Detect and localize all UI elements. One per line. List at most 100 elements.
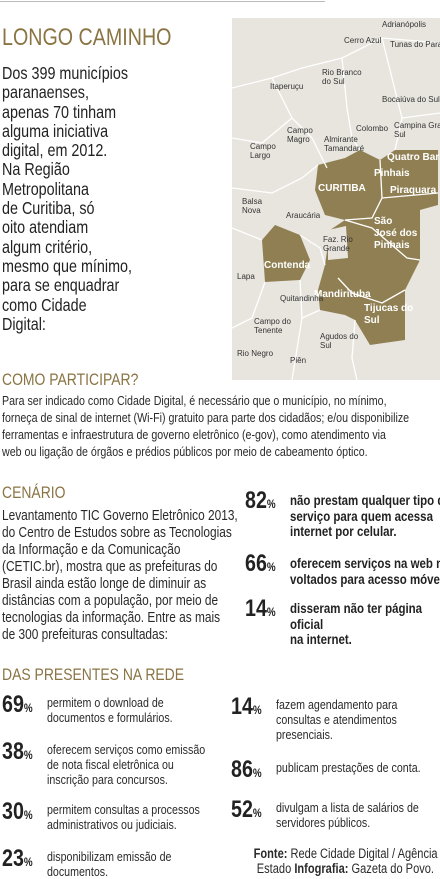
map-label: Faz. Rio: [323, 235, 353, 244]
map-label: Campo: [287, 126, 313, 135]
stat-text: disseram não ter página oficial na interne…: [290, 600, 423, 648]
text-line: voltados para acesso móvel.: [290, 570, 440, 587]
text-line: tecnologias da informação. Entre as mais: [2, 610, 221, 626]
map-label: Nova: [242, 206, 261, 215]
stat-number: 23%: [2, 845, 33, 873]
map-label: Campina Grande do: [394, 121, 440, 130]
stat-text: oferecem serviços na web não voltados par…: [290, 555, 440, 587]
map-label: Lapa: [237, 272, 255, 281]
stat-number: 52%: [231, 796, 262, 824]
stat-unit: %: [23, 701, 33, 715]
stat-unit: %: [252, 703, 262, 717]
map-label: Araucária: [286, 211, 321, 220]
borders: [232, 37, 440, 380]
map-label: Piraquara: [390, 185, 437, 196]
stat-text: publicam prestações de conta.: [276, 760, 421, 775]
stat-unit: %: [23, 748, 33, 762]
map-label: Rio Branco: [322, 68, 362, 77]
map-label: Mandirituba: [314, 289, 371, 300]
map-label: Pinhais: [374, 168, 410, 179]
text-line: algum critério,: [2, 236, 93, 257]
map-label: Tamandaré: [324, 144, 365, 153]
source: Fonte: Rede Cidade Digital / Agência Est…: [253, 846, 438, 876]
map-label: Itaperuçu: [270, 82, 303, 91]
stat-unit: %: [23, 855, 33, 869]
stat-value: 86: [231, 756, 253, 783]
text-line: oferecem serviços como emissão: [47, 742, 206, 757]
text-line: Para ser indicado como Cidade Digital, é…: [2, 393, 387, 408]
text-line: presenciais.: [276, 727, 333, 742]
contenda-region: [262, 225, 310, 282]
text-line: serviço para quem acessa: [290, 507, 433, 524]
stat-unit: %: [266, 605, 276, 619]
text-line: divulgam a lista de salários de: [276, 800, 419, 815]
map-label: Tijucas do: [364, 303, 413, 314]
text-line: permitem o download de: [47, 695, 164, 710]
map-label: Campo: [250, 142, 276, 151]
top-rule: [0, 1, 325, 2]
text-line: permitem consultas a processos: [47, 802, 200, 817]
map-label: José dos: [374, 228, 418, 239]
text-line: alguma iniciativa: [2, 120, 109, 141]
paragraph: Para ser indicado como Cidade Digital, é…: [2, 392, 409, 460]
map-label: Sul: [364, 315, 380, 326]
stat-number: 69%: [2, 691, 33, 719]
map-label: Cerro Azul: [344, 36, 382, 45]
title: LONGO CAMINHO: [2, 24, 172, 51]
stat-value: 69: [2, 691, 24, 718]
stat-number: 82%: [245, 487, 276, 515]
stat-unit: %: [252, 806, 262, 820]
text-line: mesmo que mínimo,: [2, 255, 132, 276]
text-line: digital, em 2012.: [2, 140, 108, 161]
text-line: disseram não ter página: [290, 600, 423, 616]
map-label: Contenda: [264, 260, 311, 271]
map-label: Agudos do: [320, 332, 359, 341]
text-line: documentos e formulários.: [47, 710, 173, 725]
stat-number: 14%: [231, 693, 262, 721]
stat-number: 66%: [245, 550, 276, 578]
stat-text: não prestam qualquer tipo de serviço para…: [290, 492, 440, 540]
map-label: Piên: [290, 356, 306, 365]
text-line: Digital:: [2, 313, 46, 334]
map-label: Bocaiúva do Sul: [382, 95, 440, 104]
stat-unit: %: [266, 560, 276, 574]
text-line: publicam prestações de conta.: [276, 760, 421, 775]
stat-number: 86%: [231, 756, 262, 784]
text-line: de 300 prefeituras consultadas:: [2, 627, 168, 643]
stat-value: 14: [245, 595, 267, 622]
map-label: Almirante: [324, 135, 358, 144]
text-line: não prestam qualquer tipo de: [290, 492, 440, 508]
text-line: oferecem serviços na web não: [290, 555, 440, 571]
text-line: oito atendiam: [2, 217, 89, 238]
text-line: ferramentas e infraestrutura de governo …: [2, 427, 386, 442]
section-heading: CENÁRIO: [2, 483, 66, 502]
map-label: Sul: [394, 130, 406, 139]
text-line: apenas 70 tinham: [2, 101, 117, 122]
map-label: do Sul: [322, 77, 345, 86]
text-line: Dos 399 municípios: [2, 63, 129, 83]
text-line: distâncias com a população, por meio de: [2, 593, 219, 609]
stat-unit: %: [23, 808, 33, 822]
map-label: São: [374, 216, 392, 227]
metro-region: [315, 150, 438, 345]
map-label: Campo do: [254, 317, 291, 326]
text-line: inscrição para concursos.: [47, 772, 168, 787]
text-line: Brasil ainda estão longe de diminuir as: [2, 576, 207, 592]
stat-value: 38: [2, 738, 24, 765]
source-label: Fonte:: [253, 846, 288, 861]
text-line: de nota fiscal eletrônica ou: [47, 757, 174, 772]
stat-text: fazem agendamento para consultas e atendi…: [276, 697, 397, 742]
map-label: Colombo: [356, 124, 389, 133]
stat-value: 82: [245, 487, 267, 514]
text-line: consultas e atendimentos: [276, 712, 397, 727]
source-text: Rede Cidade Digital / Agência: [290, 846, 438, 861]
text-line: (CETIC.br), mostra que as prefeituras do: [2, 559, 218, 575]
text-line: internet por celular.: [290, 523, 397, 539]
map-label: CURITIBA: [318, 183, 366, 194]
text-line: fazem agendamento para: [276, 697, 398, 712]
text-line: web ou ligação de órgãos e prédios públi…: [2, 444, 368, 459]
stat-value: 66: [245, 550, 267, 577]
faz-rio-grande-region: [328, 226, 348, 260]
